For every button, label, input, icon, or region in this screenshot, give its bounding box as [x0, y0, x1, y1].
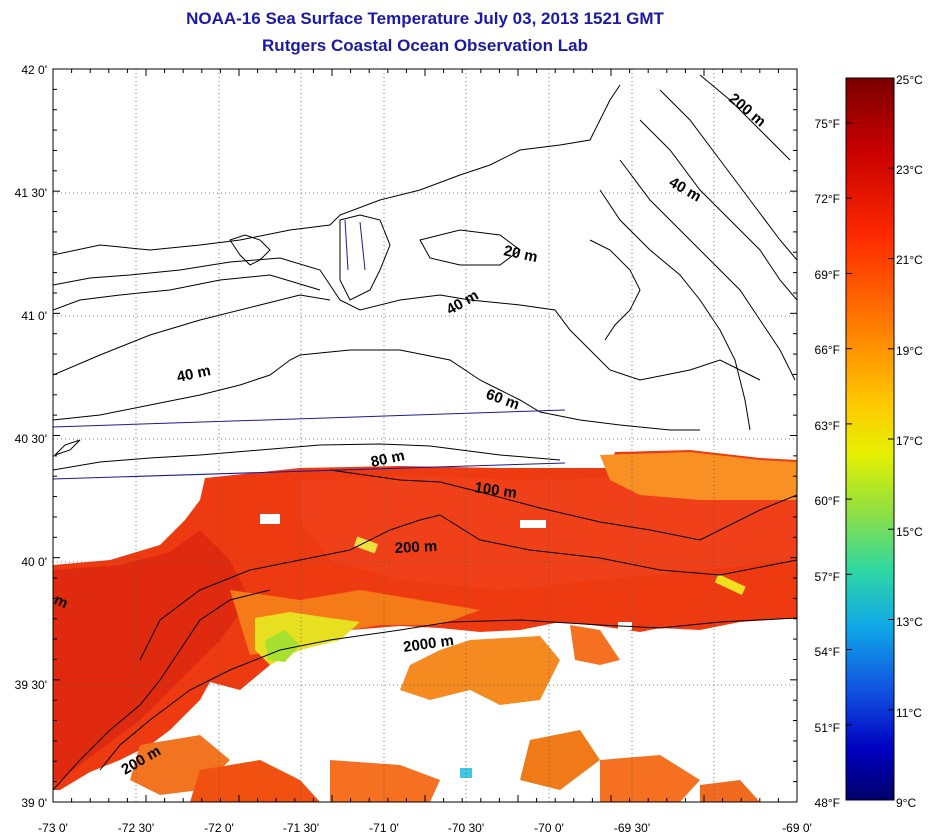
lon-label: -70 0': [534, 821, 564, 835]
longitude-labels: -73 0' -72 30' -72 0' -71 30' -71 0' -70…: [38, 821, 812, 835]
fahrenheit-label: 72°F: [815, 192, 840, 206]
lon-label: -70 30': [448, 821, 484, 835]
lat-label: 41 0': [21, 309, 47, 323]
celsius-label: 19°C: [896, 344, 923, 358]
map-title: NOAA-16 Sea Surface Temperature July 03,…: [186, 9, 664, 28]
contour-lines: [53, 74, 797, 791]
celsius-label: 23°C: [896, 163, 923, 177]
contour-label: 60 m: [484, 386, 522, 414]
minor-ticks: [52, 68, 798, 803]
lon-label: -69 30': [614, 821, 650, 835]
celsius-label: 13°C: [896, 615, 923, 629]
contour-label: m: [51, 591, 70, 612]
contour-label: 80 m: [369, 447, 406, 471]
contour-label: 40 m: [444, 287, 482, 319]
lon-label: -71 0': [369, 821, 399, 835]
track-lines: [52, 219, 566, 480]
celsius-label: 21°C: [896, 253, 923, 267]
lat-label: 39 0': [21, 796, 47, 810]
celsius-label: 11°C: [896, 706, 922, 720]
lon-label: -72 0': [204, 821, 234, 835]
grid: [53, 69, 797, 802]
fahrenheit-label: 48°F: [815, 796, 840, 810]
map-subtitle: Rutgers Coastal Ocean Observation Lab: [262, 36, 588, 55]
fahrenheit-label: 63°F: [815, 419, 840, 433]
contour-label: 100 m: [473, 479, 517, 502]
contour-label: 200 m: [394, 538, 437, 557]
lat-label: 39 30': [15, 678, 47, 692]
contour-label: 200 m: [725, 90, 769, 130]
lon-label: -69 0': [782, 821, 812, 835]
colorbar: [845, 77, 895, 801]
lon-label: -71 30': [283, 821, 319, 835]
celsius-labels: 25°C 23°C 21°C 19°C 17°C 15°C 13°C 11°C …: [896, 73, 923, 810]
contour-label: 2000 m: [402, 632, 455, 656]
fahrenheit-label: 51°F: [815, 721, 840, 735]
lon-label: -72 30': [118, 821, 154, 835]
lat-label: 42 0': [21, 63, 47, 77]
contour-label: 20 m: [502, 242, 539, 266]
fahrenheit-label: 60°F: [815, 494, 840, 508]
lat-label: 40 30': [15, 432, 47, 446]
celsius-label: 15°C: [896, 525, 923, 539]
contour-label: 40 m: [666, 174, 704, 206]
lat-label: 41 30': [15, 186, 47, 200]
fahrenheit-label: 54°F: [815, 645, 840, 659]
sst-field: [53, 450, 797, 802]
colorbar-ticks: [846, 77, 894, 801]
fahrenheit-labels: 75°F 72°F 69°F 66°F 63°F 60°F 57°F 54°F …: [815, 117, 840, 810]
fahrenheit-label: 69°F: [815, 268, 840, 282]
fahrenheit-label: 66°F: [815, 343, 840, 357]
fahrenheit-label: 75°F: [815, 117, 840, 131]
lat-label: 40 0': [21, 555, 47, 569]
contour-label: 40 m: [175, 362, 212, 386]
lon-label: -73 0': [38, 821, 68, 835]
latitude-labels: 42 0' 41 30' 41 0' 40 30' 40 0' 39 30' 3…: [15, 63, 47, 810]
celsius-label: 17°C: [896, 434, 923, 448]
fahrenheit-label: 57°F: [815, 570, 840, 584]
celsius-label: 9°C: [896, 796, 916, 810]
celsius-label: 25°C: [896, 73, 923, 87]
